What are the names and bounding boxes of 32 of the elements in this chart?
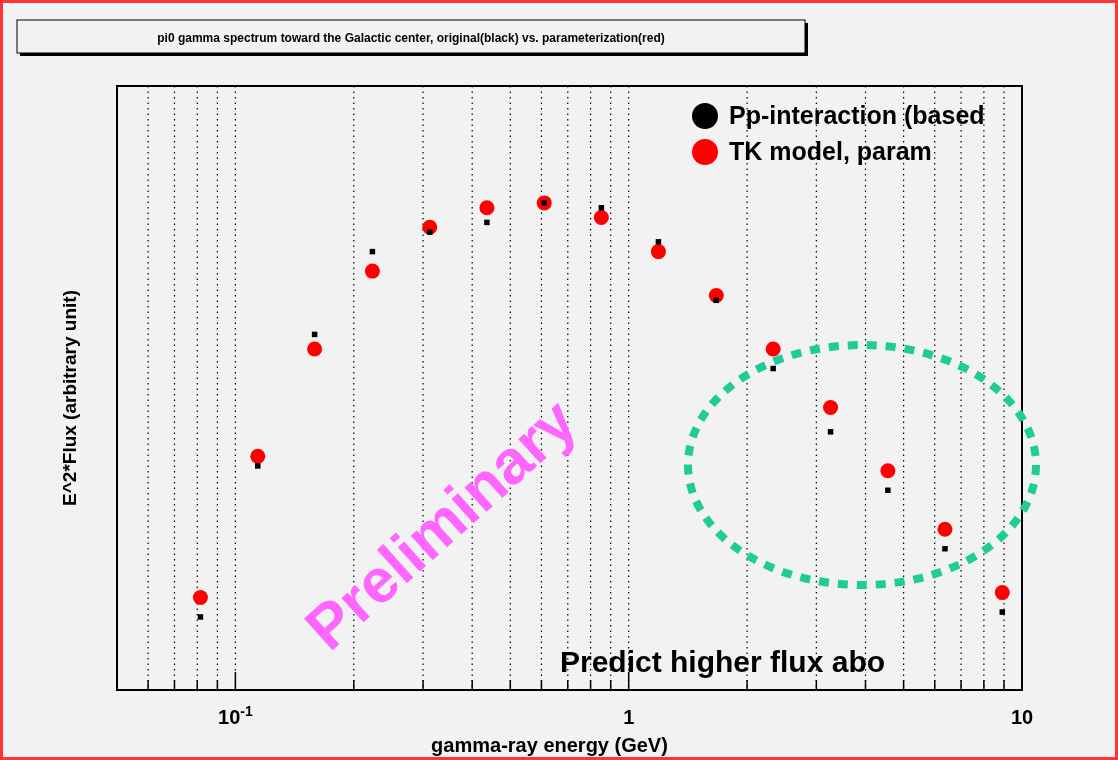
point — [593, 210, 609, 226]
point — [197, 614, 204, 620]
point — [885, 487, 891, 494]
point — [770, 365, 776, 372]
point — [655, 239, 662, 245]
point — [484, 219, 490, 226]
point — [942, 545, 948, 552]
x-tick-label: 10$^{-1}$ — [218, 703, 253, 728]
point — [250, 448, 266, 464]
point — [937, 521, 953, 537]
point — [479, 200, 495, 216]
annotation: Predict higher flux abo — [560, 645, 886, 678]
x-axis-title: gamma-ray energy (GeV) — [431, 734, 668, 756]
point — [427, 229, 433, 235]
x-tick-label: 1 — [623, 706, 635, 728]
point — [880, 463, 896, 479]
x-tick-label: 10 — [1010, 706, 1034, 728]
point — [192, 589, 208, 605]
legend-label: Pp-interaction (based — [729, 101, 985, 129]
point — [994, 585, 1010, 601]
chart-title: pi0 gamma spectrum toward the Galactic center, original(black) vs. parameterization(red) — [157, 31, 665, 45]
y-axis-title: E^2*Flux (arbitrary unit) — [59, 290, 80, 506]
point — [823, 399, 839, 415]
point — [364, 263, 380, 279]
point — [999, 609, 1006, 615]
point — [650, 244, 666, 260]
point — [598, 205, 605, 211]
point — [765, 341, 781, 357]
point — [255, 463, 261, 469]
legend-label: TK model, param — [729, 137, 932, 165]
point — [827, 429, 834, 435]
point — [307, 341, 323, 357]
